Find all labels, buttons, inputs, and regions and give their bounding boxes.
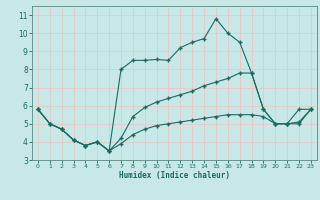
X-axis label: Humidex (Indice chaleur): Humidex (Indice chaleur) [119, 171, 230, 180]
